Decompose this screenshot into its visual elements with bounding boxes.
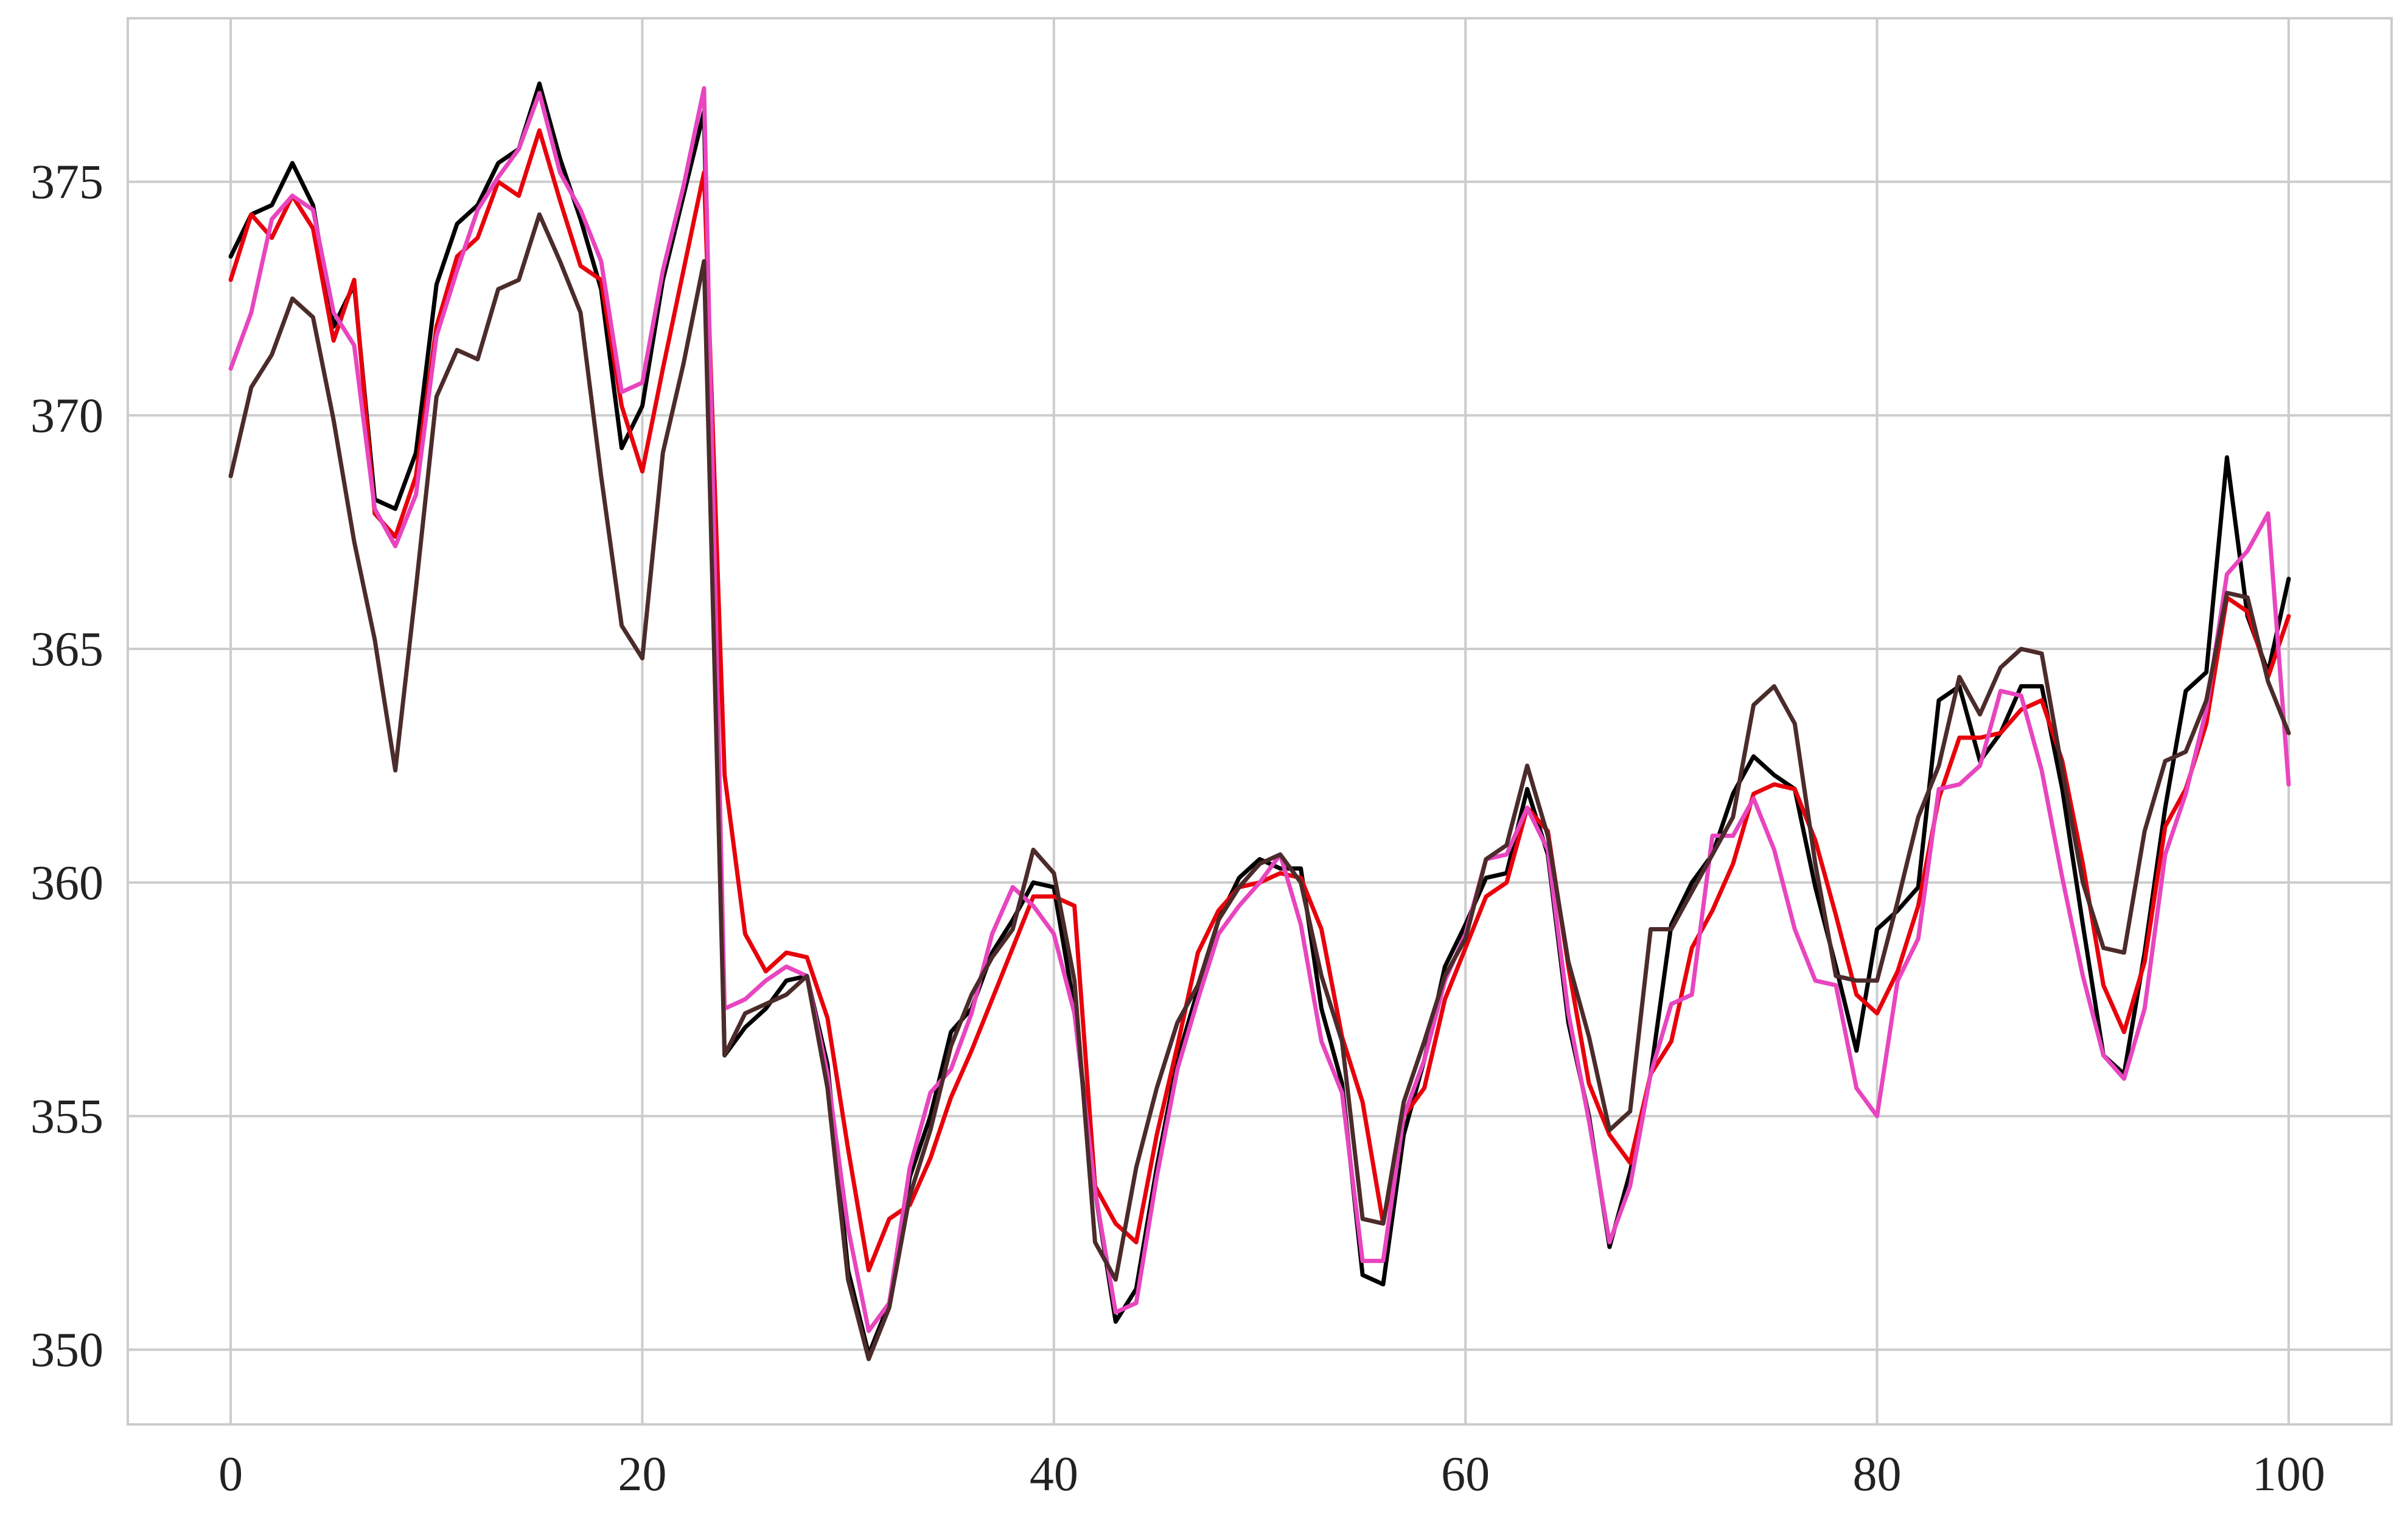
x-tick-label: 80 [1853, 1448, 1902, 1501]
y-axis-tick-labels: 350 355 360 365 370 375 [30, 156, 103, 1378]
y-tick-label: 365 [30, 623, 103, 676]
x-tick-label: 40 [1030, 1448, 1078, 1501]
y-tick-label: 350 [30, 1323, 103, 1377]
x-tick-label: 60 [1441, 1448, 1490, 1501]
y-tick-label: 355 [30, 1090, 103, 1143]
x-axis-tick-labels: 0 20 40 60 80 100 [218, 1448, 2325, 1501]
y-tick-label: 360 [30, 856, 103, 910]
x-tick-label: 20 [618, 1448, 666, 1501]
x-tick-label: 100 [2252, 1448, 2325, 1501]
axes-frame [127, 17, 2393, 1426]
series-lines [228, 81, 2291, 1362]
series-line-3 [228, 86, 2291, 1333]
x-tick-label: 0 [218, 1448, 243, 1501]
y-tick-label: 375 [30, 156, 103, 209]
series-line-4 [228, 212, 2291, 1362]
y-tick-label: 370 [30, 389, 103, 443]
